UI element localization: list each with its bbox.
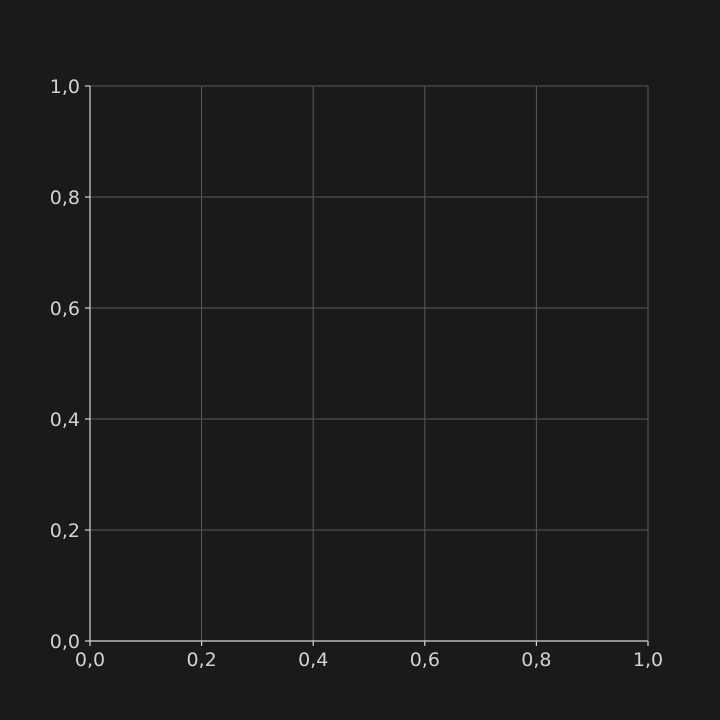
axes [89, 86, 648, 642]
ticks [85, 85, 649, 646]
x-tick-label: 0,8 [521, 649, 551, 671]
y-tick-label: 0,8 [50, 187, 80, 209]
x-tick-label: 0,6 [410, 649, 440, 671]
y-tick-label: 0,6 [50, 298, 80, 320]
x-tick-label: 0,2 [186, 649, 216, 671]
tick-labels: 0,0 0,2 0,4 0,6 0,8 1,0 0,0 0,2 0,4 0,6 0,8 1,0 [50, 76, 663, 671]
y-tick-label: 0,2 [50, 520, 80, 542]
y-tick-label: 1,0 [50, 76, 80, 98]
y-tick-label: 0,0 [50, 631, 80, 653]
x-tick-label: 0,4 [298, 649, 328, 671]
x-tick-label: 1,0 [633, 649, 663, 671]
grid [90, 85, 649, 641]
y-tick-label: 0,4 [50, 409, 80, 431]
x-tick-label: 0,0 [75, 649, 105, 671]
